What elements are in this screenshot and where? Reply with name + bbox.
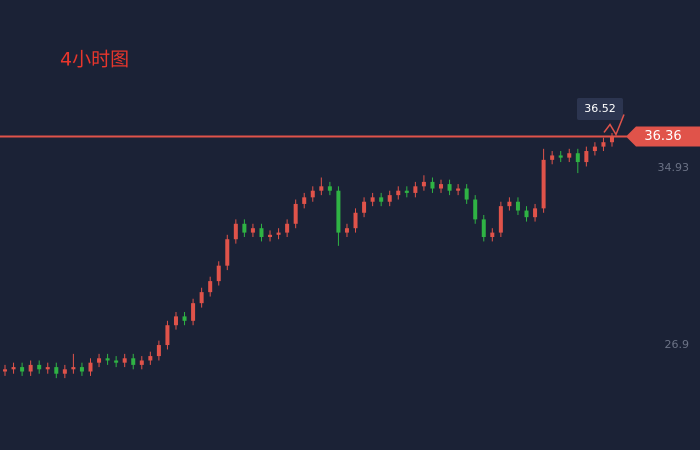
candle-body	[498, 206, 503, 233]
candle-body	[11, 367, 16, 370]
candle-body	[62, 369, 67, 374]
high-callout-label: 36.52	[584, 102, 616, 115]
candle-body	[515, 201, 520, 211]
candle-body	[37, 364, 42, 370]
candle-body	[421, 181, 426, 187]
candle-body	[327, 186, 332, 191]
price-tag-label: 36.36	[644, 129, 681, 144]
high-callout	[577, 97, 623, 120]
candle-body	[353, 212, 358, 229]
candle-body	[464, 188, 469, 200]
candle-body	[481, 219, 486, 238]
candle-body	[387, 195, 392, 202]
candle-body	[88, 362, 93, 372]
candle-body	[79, 367, 84, 372]
candle-body	[430, 181, 435, 189]
candle-body	[122, 358, 127, 363]
candle-body	[447, 184, 452, 191]
candle-body	[370, 197, 375, 202]
candle-body	[148, 356, 153, 361]
candle-body	[550, 155, 555, 160]
candle-body	[28, 364, 33, 372]
candle-body	[191, 303, 196, 321]
candle-body	[250, 228, 255, 233]
candle-body	[71, 367, 76, 370]
candle-body	[362, 201, 367, 213]
candle-body	[293, 203, 298, 224]
candle-body	[242, 223, 247, 233]
candle-body	[567, 153, 572, 158]
candle-body	[182, 316, 187, 321]
candle-body	[276, 232, 281, 235]
candle-body	[225, 239, 230, 266]
candle-body	[45, 367, 50, 370]
candle-body	[54, 367, 59, 374]
candle-body	[139, 360, 144, 365]
candle-body	[131, 358, 136, 365]
candle-body	[404, 190, 409, 193]
candle-body	[413, 186, 418, 193]
candle-body	[610, 136, 614, 143]
candle-body	[558, 155, 563, 158]
candle-body	[20, 367, 25, 372]
candle-body	[97, 358, 102, 363]
candle-body	[533, 208, 538, 218]
candle-body	[490, 232, 495, 238]
candle-body	[524, 210, 529, 218]
candle-body	[310, 190, 315, 198]
candle-body	[439, 184, 444, 189]
chart-title: 4小时图	[60, 49, 129, 71]
candle-body	[208, 281, 213, 293]
candle-body	[105, 358, 110, 361]
y-tick-label: 26.9	[665, 338, 690, 351]
candle-body	[507, 201, 512, 207]
candle-body	[336, 190, 341, 233]
candle-body	[165, 325, 170, 346]
y-tick-label: 34.93	[658, 161, 690, 174]
candle-body	[319, 186, 324, 191]
trend-arrow	[603, 114, 625, 137]
candle-body	[302, 197, 307, 204]
candle-body	[173, 316, 178, 326]
candle-body	[344, 228, 349, 233]
candle-body	[592, 146, 597, 152]
candle-body	[114, 360, 119, 363]
candle-body	[575, 153, 580, 163]
price-tag	[626, 126, 700, 147]
candle-body	[233, 223, 238, 240]
candle-body	[584, 151, 589, 163]
candle-body	[199, 292, 204, 304]
candle-body	[285, 223, 290, 233]
candle-body	[216, 265, 221, 282]
candle-body	[396, 190, 401, 196]
candle-body	[541, 159, 546, 209]
candle-body	[456, 188, 461, 191]
candle-body	[379, 197, 384, 202]
candle-body	[268, 234, 273, 238]
candle-body	[156, 345, 161, 357]
candle-body	[259, 228, 264, 238]
candle-body	[473, 199, 478, 220]
candle-body	[601, 142, 606, 147]
candle-body	[3, 369, 7, 372]
